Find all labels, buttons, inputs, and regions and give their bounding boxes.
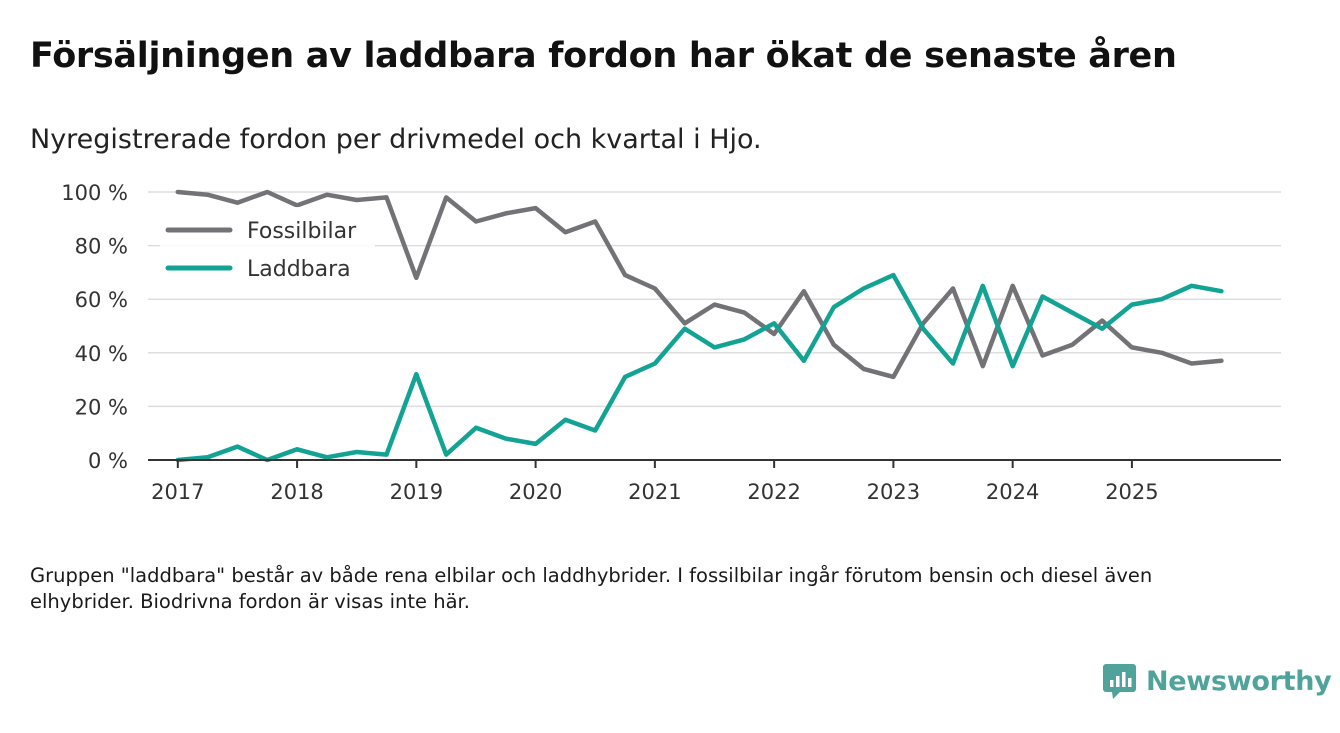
series-lines — [175, 189, 1224, 463]
y-tick-label: 80 % — [75, 235, 128, 259]
series-line-laddbara — [175, 272, 1224, 463]
brand-name: Newsworthy — [1146, 665, 1332, 697]
x-tick-label: 2019 — [390, 480, 443, 504]
legend: Fossilbilar Laddbara — [160, 207, 375, 291]
legend-label-laddbara: Laddbara — [247, 257, 351, 282]
x-tick-label: 2022 — [747, 480, 800, 504]
y-tick-label: 60 % — [75, 288, 128, 312]
chart-subtitle: Nyregistrerade fordon per drivmedel och … — [30, 124, 762, 155]
legend-background — [160, 207, 375, 291]
y-tick-label: 100 % — [61, 181, 128, 205]
x-tick-label: 2024 — [986, 480, 1039, 504]
series-line-fossilbilar — [175, 189, 1224, 380]
brand-logo[interactable]: Newsworthy — [1102, 662, 1332, 700]
line-chart: 0 % 20 % 40 % 60 % 80 % 100 % 2017 2018 2019 2020… — [61, 181, 1281, 504]
x-tick-label: 2023 — [867, 480, 920, 504]
footnote: Gruppen "laddbara" består av både rena e… — [30, 564, 1153, 613]
y-tick-label: 0 % — [88, 449, 128, 473]
x-tick-label: 2018 — [270, 480, 323, 504]
y-tick-label: 20 % — [75, 395, 128, 419]
x-tick-label: 2025 — [1105, 480, 1158, 504]
x-tick-label: 2017 — [151, 480, 204, 504]
y-tick-label: 40 % — [75, 342, 128, 366]
x-tick-label: 2020 — [509, 480, 562, 504]
axes: 0 % 20 % 40 % 60 % 80 % 100 % 2017 2018 2019 2020… — [61, 181, 1281, 504]
bar-chart-logo-icon — [1103, 664, 1136, 699]
chart-title: Försäljningen av laddbara fordon har öka… — [30, 36, 1177, 76]
legend-label-fossilbilar: Fossilbilar — [247, 219, 357, 244]
x-tick-label: 2021 — [628, 480, 681, 504]
